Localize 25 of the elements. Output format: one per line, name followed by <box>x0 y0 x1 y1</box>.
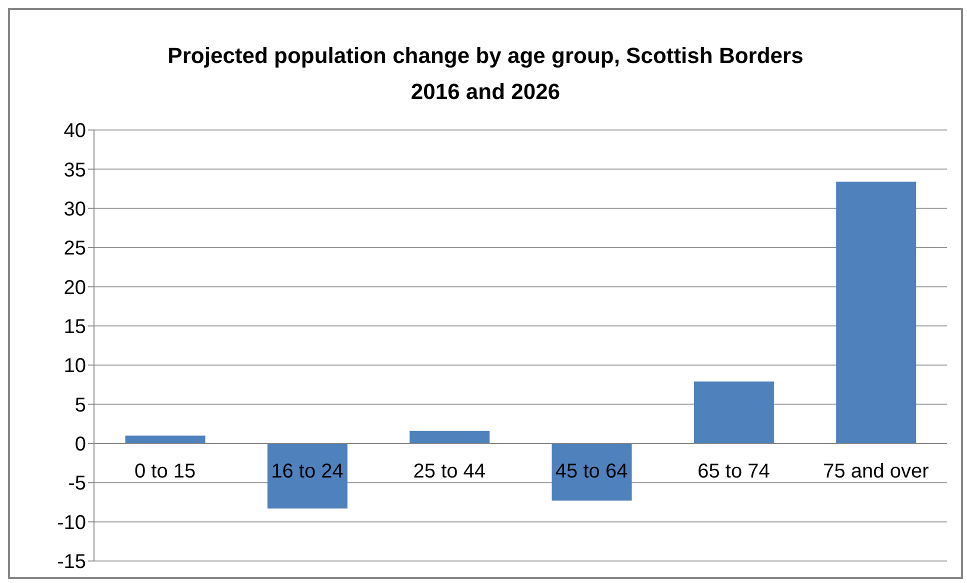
y-tick-label: 30 <box>64 198 86 220</box>
y-tick-label: 20 <box>64 276 86 299</box>
y-tick-label: -5 <box>68 472 86 495</box>
bar <box>552 443 632 501</box>
y-tick-label: 15 <box>64 316 86 338</box>
y-tick-label: 25 <box>64 238 86 260</box>
chart-title: Projected population change by age group, Scottish Borders 2016 and 2026 <box>166 42 804 106</box>
bar <box>836 182 916 444</box>
y-tick-label: 0 <box>74 434 86 456</box>
y-tick-label: 40 <box>64 120 86 142</box>
y-tick-label: 5 <box>74 394 86 416</box>
y-tick-label: 10 <box>64 355 86 378</box>
y-tick-label: 35 <box>64 159 86 182</box>
bar <box>125 436 206 444</box>
bar <box>267 443 348 508</box>
bar <box>410 430 490 444</box>
bar <box>694 382 774 444</box>
x-tick-label: 16 to 24 <box>271 460 344 482</box>
x-tick-label: 65 to 74 <box>698 460 770 482</box>
y-tick-label: -15 <box>57 551 86 574</box>
x-tick-label: 25 to 44 <box>413 460 486 482</box>
x-tick-label: 45 to 64 <box>555 460 628 482</box>
x-tick-label: 75 and over <box>823 460 930 482</box>
x-tick-label: 0 to 15 <box>134 460 196 482</box>
y-tick-label: -10 <box>57 512 86 534</box>
